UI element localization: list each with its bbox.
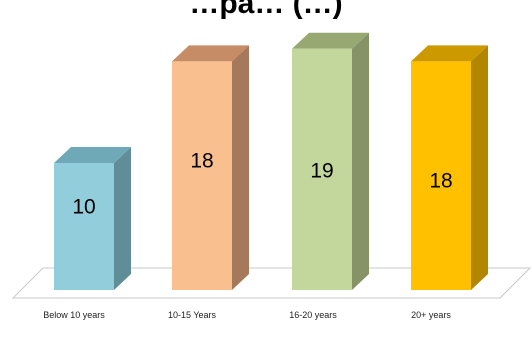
bar-side-face <box>114 147 131 290</box>
bar-side-face <box>352 32 369 290</box>
bar-side-face <box>471 45 488 291</box>
bar-front-face <box>54 163 114 290</box>
x-tick-labels-group: Below 10 years 10-15 Years 16-20 years 20+ … <box>43 310 451 320</box>
x-tick-label: 16-20 years <box>289 310 337 320</box>
data-label: 18 <box>429 170 452 193</box>
data-label: 19 <box>310 159 333 182</box>
data-label: 18 <box>190 150 213 173</box>
bar <box>172 45 249 291</box>
bar <box>411 45 488 291</box>
bar <box>54 147 131 290</box>
x-tick-label: 10-15 Years <box>168 310 217 320</box>
data-labels-group: 10 18 19 18 <box>72 150 452 219</box>
bar-front-face <box>411 61 471 291</box>
x-tick-label: 20+ years <box>411 310 451 320</box>
bar-top-face <box>292 32 369 49</box>
bars-group <box>54 32 488 291</box>
bar-front-face <box>292 48 352 291</box>
x-tick-label: Below 10 years <box>43 310 105 320</box>
bar <box>292 32 369 291</box>
chart-title: …pa… (…) <box>189 0 343 20</box>
bar-front-face <box>172 61 232 291</box>
data-label: 10 <box>72 196 95 219</box>
bar-top-face <box>172 45 249 62</box>
bar-side-face <box>232 45 249 291</box>
bar-top-face <box>411 45 488 62</box>
bar-top-face <box>54 147 131 163</box>
